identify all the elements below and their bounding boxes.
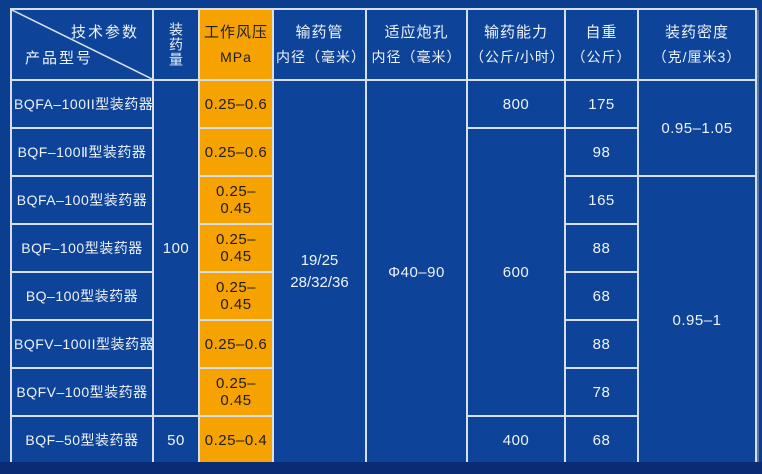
table-row: BQFA–100II型装药器 100 0.25–0.6 19/25 28/32/… <box>10 79 757 465</box>
density-cell: 0.95–1 <box>637 175 757 465</box>
table-row: BQF–50型装药器 50 0.25–0.4 400 68 <box>10 415 756 465</box>
product-cell: BQFA–100型装药器 <box>10 175 154 225</box>
header-hole-diameter: 适应炮孔 内径（毫米） <box>365 8 468 81</box>
pressure-cell: 0.25–0.45 <box>198 367 274 417</box>
pressure-cell: 0.25–0.45 <box>198 271 274 321</box>
product-cell: BQF–100Ⅱ型装药器 <box>10 127 154 177</box>
pressure-cell: 0.25–0.45 <box>198 175 274 225</box>
charge-cell: 50 <box>152 415 200 465</box>
capacity-cell: 400 <box>466 415 566 465</box>
product-cell: BQF–50型装药器 <box>10 415 154 465</box>
header-self-weight: 自重 （公斤） <box>564 8 639 81</box>
header-row: 技术参数 产品型号 装药量 工作风压 MPa 输药管 内径（毫米） 适应炮孔 内… <box>10 8 757 81</box>
weight-cell: 175 <box>564 79 639 129</box>
hole-cell: Φ40–90 <box>365 79 468 465</box>
corner-header-cell: 技术参数 产品型号 <box>10 8 154 81</box>
weight-cell: 78 <box>564 367 639 417</box>
product-cell: BQF–100型装药器 <box>10 223 154 273</box>
product-cell: BQFV–100型装药器 <box>10 367 154 417</box>
header-capacity: 输药能力 （公斤/小时） <box>466 8 566 81</box>
product-cell: BQFV–100II型装药器 <box>10 319 154 369</box>
pressure-cell: 0.25–0.45 <box>198 223 274 273</box>
spec-table: 技术参数 产品型号 装药量 工作风压 MPa 输药管 内径（毫米） 适应炮孔 内… <box>10 8 757 465</box>
product-cell: BQFA–100II型装药器 <box>10 79 154 129</box>
weight-cell: 88 <box>564 223 639 273</box>
weight-cell: 68 <box>564 415 639 465</box>
tube-cell: 19/25 28/32/36 <box>272 79 367 465</box>
table-row: BQFV–100II型装药器 0.25–0.6 88 <box>10 319 756 369</box>
header-working-pressure: 工作风压 MPa <box>198 8 274 81</box>
capacity-cell: 600 <box>466 127 566 417</box>
table-row: BQF–100Ⅱ型装药器 0.25–0.6 600 98 <box>10 127 756 417</box>
table-row: BQFA–100型装药器 0.25–0.45 165 0.95–1 <box>10 175 757 465</box>
header-tube-diameter: 输药管 内径（毫米） <box>272 8 367 81</box>
product-cell: BQ–100型装药器 <box>10 271 154 321</box>
header-charge-amount: 装药量 <box>152 8 200 81</box>
table-row: BQ–100型装药器 0.25–0.45 68 <box>10 271 756 321</box>
table-row: BQF–100型装药器 0.25–0.45 88 <box>10 223 756 273</box>
density-cell: 0.95–1.05 <box>637 79 757 177</box>
header-charge-density: 装药密度 （克/厘米3） <box>637 8 757 81</box>
pressure-cell: 0.25–0.6 <box>198 127 274 177</box>
weight-cell: 88 <box>564 319 639 369</box>
weight-cell: 98 <box>564 127 639 177</box>
table-row: BQFV–100型装药器 0.25–0.45 78 <box>10 367 756 417</box>
diagonal-divider <box>13 11 151 78</box>
charge-cell: 100 <box>152 79 200 417</box>
bottom-dark-strip <box>0 462 762 474</box>
capacity-cell: 800 <box>466 79 566 129</box>
weight-cell: 68 <box>564 271 639 321</box>
weight-cell: 165 <box>564 175 639 225</box>
corner-label-parameters: 技术参数 <box>70 24 139 41</box>
corner-label-model: 产品型号 <box>25 50 94 67</box>
pressure-cell: 0.25–0.6 <box>198 319 274 369</box>
pressure-cell: 0.25–0.4 <box>198 415 274 465</box>
pressure-cell: 0.25–0.6 <box>198 79 274 129</box>
